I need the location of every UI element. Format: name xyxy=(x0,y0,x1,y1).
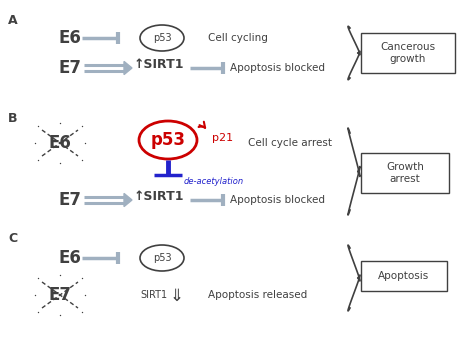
Text: Apoptosis: Apoptosis xyxy=(378,271,430,281)
Polygon shape xyxy=(124,193,132,207)
FancyBboxPatch shape xyxy=(361,153,449,193)
Text: SIRT1: SIRT1 xyxy=(140,290,167,300)
Text: E6: E6 xyxy=(58,249,81,267)
Text: E7: E7 xyxy=(58,191,81,209)
Ellipse shape xyxy=(140,25,184,51)
Text: E7: E7 xyxy=(49,286,72,304)
Ellipse shape xyxy=(140,245,184,271)
Text: C: C xyxy=(8,232,17,245)
Text: E7: E7 xyxy=(58,59,81,77)
Ellipse shape xyxy=(139,121,197,159)
Text: E6: E6 xyxy=(49,134,72,152)
Text: p53: p53 xyxy=(153,33,171,43)
Text: A: A xyxy=(8,14,18,27)
Text: ↑SIRT1: ↑SIRT1 xyxy=(134,190,184,204)
Text: B: B xyxy=(8,112,17,125)
Text: Cancerous
growth: Cancerous growth xyxy=(380,42,436,64)
Text: Cell cycling: Cell cycling xyxy=(208,33,268,43)
Text: ⇓: ⇓ xyxy=(170,287,184,305)
Polygon shape xyxy=(124,61,132,74)
Text: Apoptosis released: Apoptosis released xyxy=(208,290,307,300)
Text: p53: p53 xyxy=(151,131,185,149)
Text: Apoptosis blocked: Apoptosis blocked xyxy=(230,195,325,205)
Text: E6: E6 xyxy=(58,29,81,47)
Text: p21: p21 xyxy=(212,133,233,143)
FancyBboxPatch shape xyxy=(361,261,447,291)
Text: p53: p53 xyxy=(153,253,171,263)
Text: ↑SIRT1: ↑SIRT1 xyxy=(134,59,184,71)
FancyBboxPatch shape xyxy=(361,33,455,73)
Text: Apoptosis blocked: Apoptosis blocked xyxy=(230,63,325,73)
Text: Growth
arrest: Growth arrest xyxy=(386,162,424,184)
Text: de-acetylation: de-acetylation xyxy=(184,177,244,186)
Text: Cell cycle arrest: Cell cycle arrest xyxy=(248,138,332,148)
